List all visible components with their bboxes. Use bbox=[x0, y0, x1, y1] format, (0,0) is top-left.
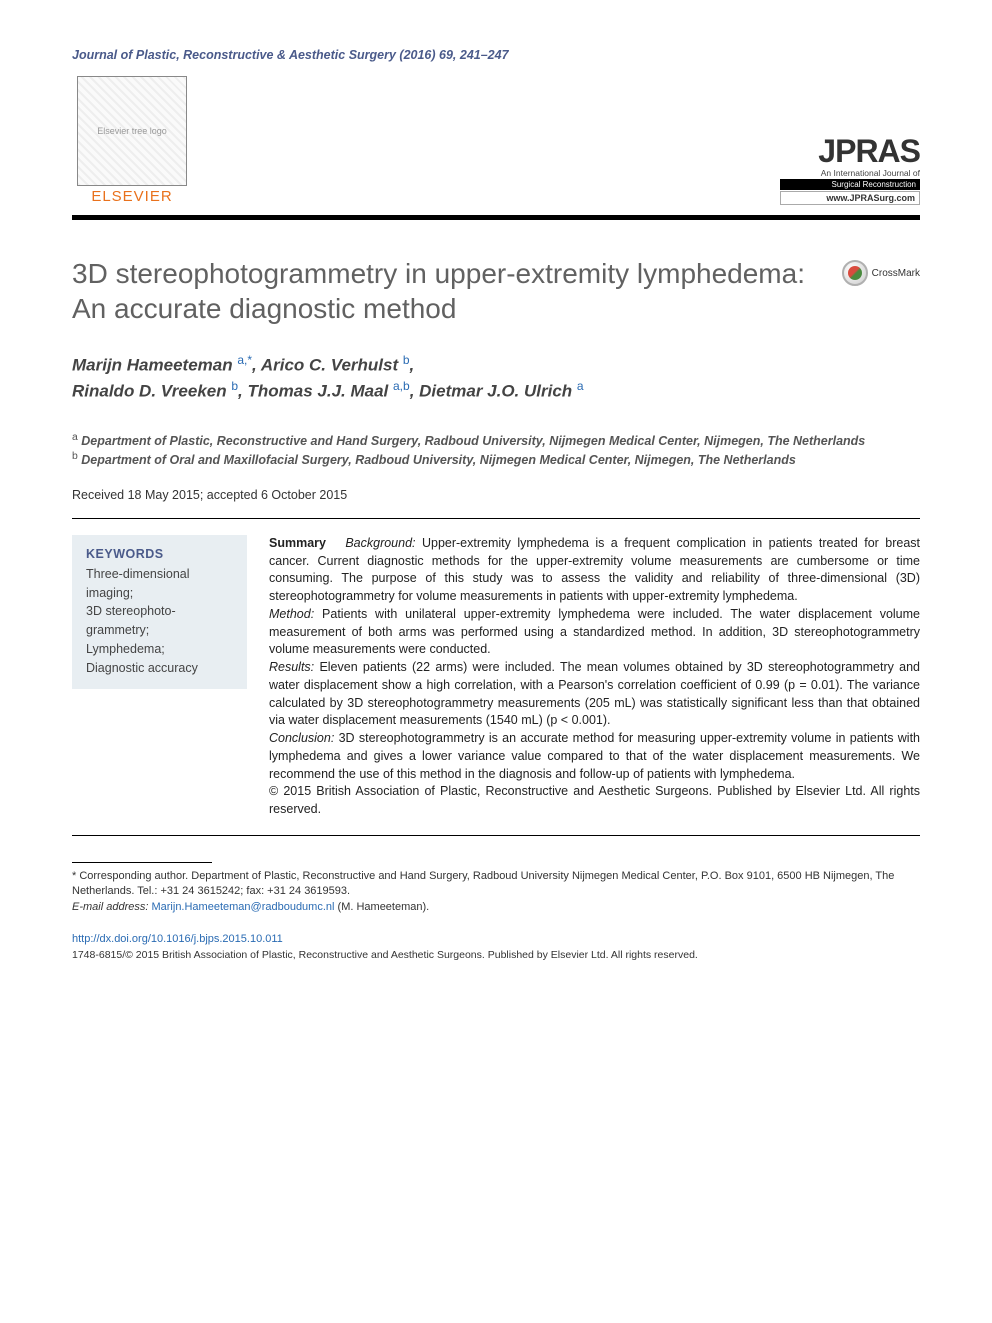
background-label: Background: bbox=[345, 536, 415, 550]
affiliation-b: b Department of Oral and Maxillofacial S… bbox=[72, 450, 920, 470]
affiliation-a: a Department of Plastic, Reconstructive … bbox=[72, 431, 920, 451]
doi-link[interactable]: http://dx.doi.org/10.1016/j.bjps.2015.10… bbox=[72, 933, 283, 945]
keywords-heading: KEYWORDS bbox=[86, 547, 233, 561]
author-list: Marijn Hameeteman a,*, Arico C. Verhulst… bbox=[72, 352, 920, 405]
method-label: Method: bbox=[269, 607, 314, 621]
jpras-band: Surgical Reconstruction bbox=[780, 179, 920, 190]
results-text: Eleven patients (22 arms) were included.… bbox=[269, 660, 920, 727]
abstract-copyright: © 2015 British Association of Plastic, R… bbox=[269, 784, 920, 816]
conclusion-label: Conclusion: bbox=[269, 731, 334, 745]
elsevier-tree-icon: Elsevier tree logo bbox=[77, 76, 187, 186]
method-text: Patients with unilateral upper-extremity… bbox=[269, 607, 920, 657]
abstract-section: KEYWORDS Three-dimensional imaging;3D st… bbox=[72, 535, 920, 819]
conclusion-text: 3D stereophotogrammetry is an accurate m… bbox=[269, 731, 920, 781]
keywords-list: Three-dimensional imaging;3D stereophoto… bbox=[86, 565, 233, 678]
crossmark-badge[interactable]: CrossMark bbox=[842, 260, 920, 286]
journal-header: Elsevier tree logo ELSEVIER JPRAS An Int… bbox=[72, 76, 920, 205]
title-row: 3D stereophotogrammetry in upper-extremi… bbox=[72, 256, 920, 326]
keywords-box: KEYWORDS Three-dimensional imaging;3D st… bbox=[72, 535, 247, 690]
abstract-bottom-rule bbox=[72, 835, 920, 836]
jpras-url[interactable]: www.JPRASurg.com bbox=[780, 191, 920, 205]
publisher-logo-block: Elsevier tree logo ELSEVIER bbox=[72, 76, 192, 205]
issn-copyright-line: 1748-6815/© 2015 British Association of … bbox=[72, 949, 920, 961]
abstract-top-rule bbox=[72, 518, 920, 519]
journal-logo-block: JPRAS An International Journal of Surgic… bbox=[780, 133, 920, 205]
publisher-name: ELSEVIER bbox=[72, 188, 192, 205]
jpras-subtitle: An International Journal of bbox=[780, 168, 920, 178]
email-author: (M. Hameeteman). bbox=[338, 901, 430, 913]
crossmark-label: CrossMark bbox=[872, 268, 920, 279]
summary-text: Summary Background: Upper-extremity lymp… bbox=[269, 535, 920, 819]
article-dates: Received 18 May 2015; accepted 6 October… bbox=[72, 488, 920, 502]
doi-line: http://dx.doi.org/10.1016/j.bjps.2015.10… bbox=[72, 929, 920, 947]
affiliations: a Department of Plastic, Reconstructive … bbox=[72, 431, 920, 470]
corresponding-author-note: * Corresponding author. Department of Pl… bbox=[72, 869, 920, 900]
journal-reference: Journal of Plastic, Reconstructive & Aes… bbox=[72, 48, 920, 62]
summary-lead-label: Summary bbox=[269, 536, 326, 550]
article-title: 3D stereophotogrammetry in upper-extremi… bbox=[72, 256, 822, 326]
header-rule bbox=[72, 215, 920, 220]
email-line: E-mail address: Marijn.Hameeteman@radbou… bbox=[72, 900, 920, 915]
results-label: Results: bbox=[269, 660, 314, 674]
footnote-rule bbox=[72, 862, 212, 863]
footnotes: * Corresponding author. Department of Pl… bbox=[72, 869, 920, 915]
crossmark-icon bbox=[842, 260, 868, 286]
jpras-logo-text: JPRAS bbox=[780, 133, 920, 170]
email-label: E-mail address: bbox=[72, 901, 148, 913]
email-link[interactable]: Marijn.Hameeteman@radboudumc.nl bbox=[151, 901, 334, 913]
